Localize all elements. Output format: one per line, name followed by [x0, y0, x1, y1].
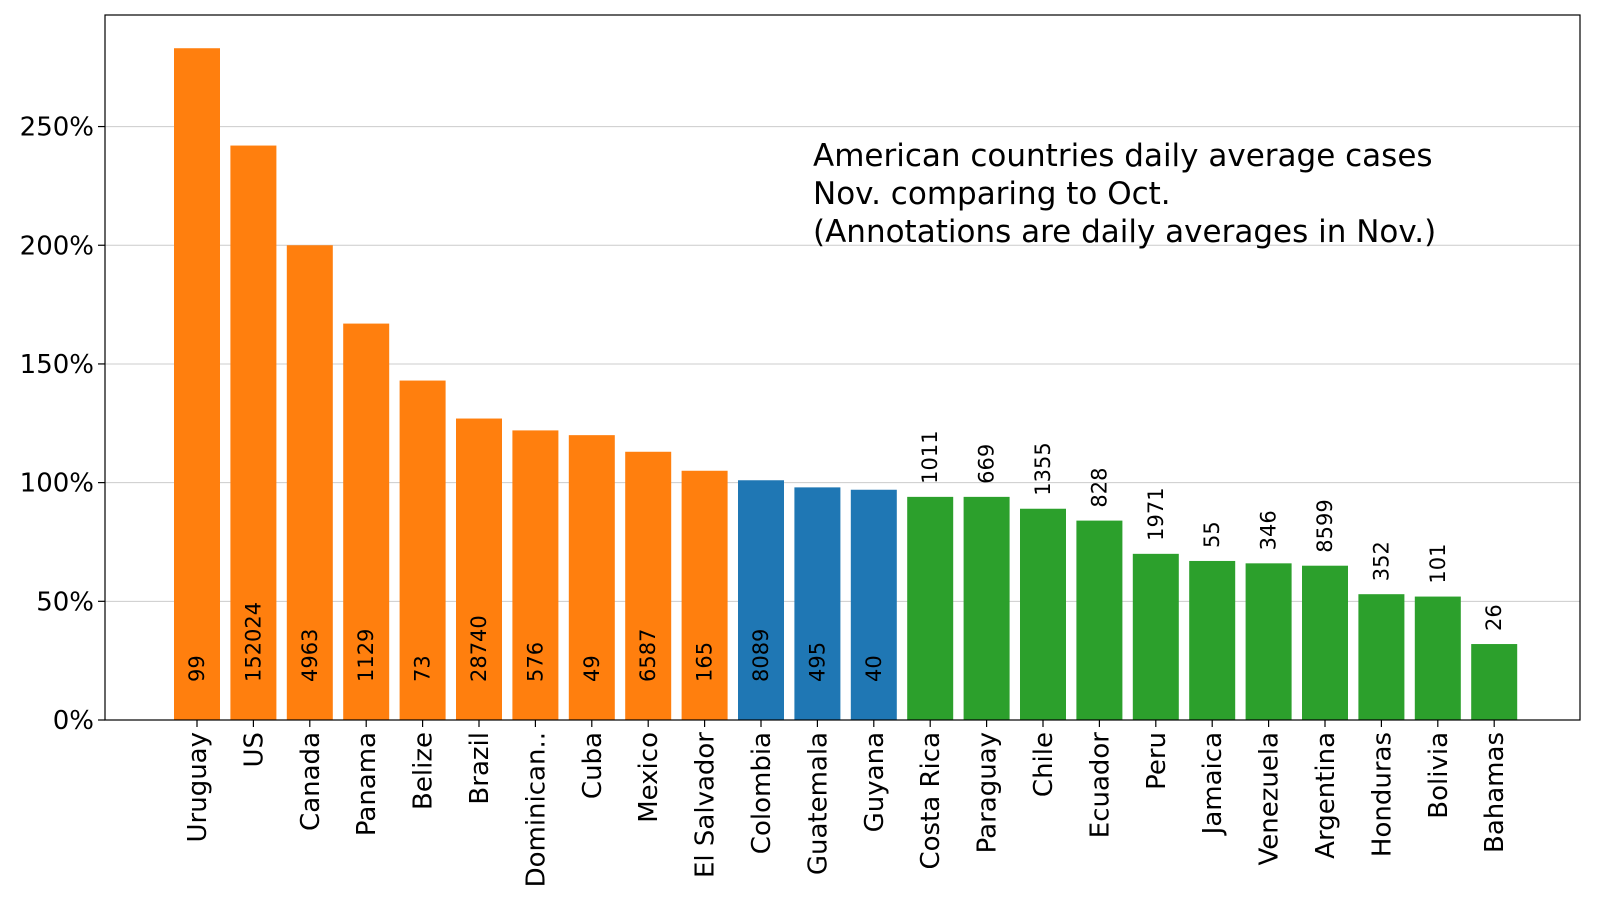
bar-uruguay [174, 48, 220, 721]
data-label-11: 495 [805, 642, 829, 682]
data-label-7: 49 [580, 655, 604, 682]
x-tick-label-4: Belize [409, 732, 439, 810]
data-labels: 99 152024 4963 1129 73 28740 576 49 6587 165 8089 4… [185, 430, 1506, 682]
bar-bolivia [1414, 596, 1461, 720]
x-tick-label-18: Jamaica [1198, 732, 1228, 836]
data-label-1: 152024 [241, 602, 265, 682]
bar-peru [1132, 553, 1179, 720]
data-label-20: 8599 [1313, 499, 1337, 552]
y-tick-label-3: 150% [20, 350, 94, 380]
x-tick-label-12: Guyana [860, 732, 890, 832]
data-label-22: 101 [1426, 543, 1450, 583]
data-label-18: 55 [1200, 521, 1224, 548]
bar-guatemala [794, 487, 841, 720]
bar-argentina [1302, 565, 1348, 720]
bar-panama [343, 323, 390, 720]
bar-venezuela [1245, 563, 1292, 720]
x-tick-label-0: Uruguay [183, 732, 213, 843]
x-tick-label-15: Chile [1029, 732, 1059, 797]
data-label-12: 40 [862, 655, 886, 682]
bar-jamaica [1189, 560, 1236, 720]
x-tick-label-6: Dominican.. [521, 732, 551, 887]
data-label-8: 6587 [636, 629, 660, 682]
x-tick-label-14: Paraguay [973, 732, 1003, 853]
data-label-14: 669 [975, 444, 999, 484]
bar-paraguay [963, 496, 1010, 720]
axes [104, 14, 1581, 721]
x-tick-label-21: Honduras [1367, 732, 1397, 857]
bars [174, 48, 1518, 721]
bar-dominican [512, 430, 559, 720]
y-tick-label-1: 50% [36, 587, 94, 617]
x-tick-label-17: Peru [1142, 732, 1172, 790]
annotation-line-3: (Annotations are daily averages in Nov.) [813, 214, 1436, 250]
bar-mexico [625, 451, 672, 720]
data-label-23: 26 [1482, 604, 1506, 631]
bar-cuba [568, 435, 615, 720]
x-tick-label-5: Brazil [465, 732, 495, 805]
data-label-13: 1011 [918, 430, 942, 483]
data-label-3: 1129 [354, 629, 378, 682]
bar-honduras [1358, 594, 1405, 720]
bar-colombia [738, 480, 784, 720]
data-label-9: 165 [693, 642, 717, 682]
x-tick-label-8: Mexico [634, 732, 664, 823]
data-label-19: 346 [1257, 510, 1281, 550]
bar-brazil [456, 418, 502, 720]
data-label-5: 28740 [467, 615, 491, 682]
y-ticks: 0% 50% 100% 150% 200% 250% [20, 113, 105, 736]
annotation-line-1: American countries daily average cases [813, 138, 1433, 174]
y-tick-label-4: 200% [20, 231, 94, 261]
bar-ecuador [1076, 520, 1123, 720]
bar-belize [399, 380, 446, 720]
x-tick-label-19: Venezuela [1255, 732, 1285, 866]
x-tick-label-7: Cuba [578, 732, 608, 799]
x-tick-label-22: Bolivia [1424, 732, 1454, 819]
data-label-16: 828 [1087, 468, 1111, 508]
bar-chile [1020, 508, 1066, 720]
bar-costa-rica [907, 496, 954, 720]
bar-guyana [850, 489, 897, 720]
data-label-15: 1355 [1031, 442, 1055, 495]
chart-annotation-text: American countries daily average cases N… [813, 138, 1436, 250]
x-tick-label-2: Canada [296, 732, 326, 831]
x-tick-label-3: Panama [352, 732, 382, 836]
bar-us [230, 145, 277, 721]
plot-frame [104, 14, 1581, 721]
y-tick-label-5: 250% [20, 113, 94, 143]
x-tick-label-16: Ecuador [1085, 732, 1115, 839]
data-label-21: 352 [1369, 541, 1393, 581]
x-tick-labels: Uruguay US Canada Panama Belize Brazil Dominic… [183, 720, 1510, 887]
bar-bahamas [1471, 644, 1518, 720]
x-tick-label-20: Argentina [1311, 732, 1341, 859]
data-label-2: 4963 [298, 629, 322, 682]
x-tick-label-9: El Salvador [691, 732, 721, 878]
y-tick-label-2: 100% [20, 469, 94, 499]
data-label-17: 1971 [1144, 487, 1168, 540]
y-tick-label-0: 0% [53, 706, 94, 736]
data-label-0: 99 [185, 655, 209, 682]
data-label-6: 576 [523, 642, 547, 682]
data-label-10: 8089 [749, 629, 773, 682]
annotation-line-2: Nov. comparing to Oct. [813, 176, 1171, 212]
data-label-4: 73 [411, 655, 435, 682]
x-tick-label-23: Bahamas [1480, 732, 1510, 853]
x-tick-label-13: Costa Rica [916, 732, 946, 870]
x-tick-label-11: Guatemala [803, 732, 833, 875]
x-tick-label-10: Colombia [747, 732, 777, 854]
x-tick-label-1: US [239, 732, 269, 768]
bar-canada [286, 245, 333, 721]
bar-el-salvador [681, 470, 728, 720]
